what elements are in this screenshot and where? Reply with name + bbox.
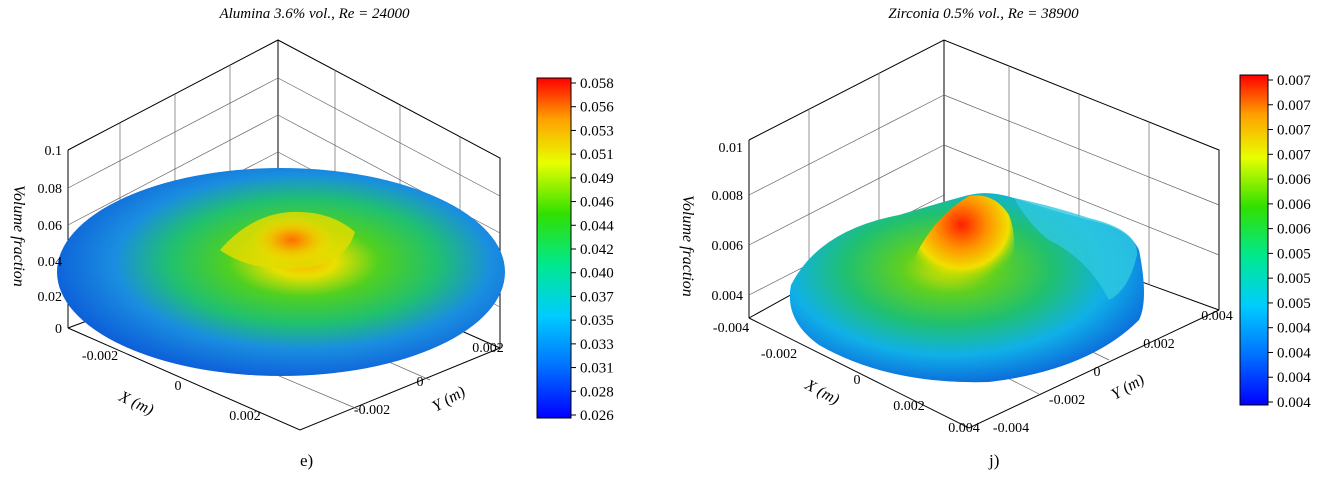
y-tick-label: -0.002	[1049, 393, 1085, 408]
colorbar-tick-label: 0.058	[580, 76, 614, 92]
colorbar-ticks: 0.058 0.056 0.053 0.051 0.049 0.046 0.044 0.042…	[571, 76, 614, 424]
colorbar-tick-label: 0.005	[1277, 271, 1311, 287]
z-tick-label: 0	[55, 322, 62, 337]
colorbar-tick-label: 0.004	[1277, 395, 1311, 411]
y-ticks: -0.002 0 0.002	[354, 341, 504, 418]
chart-panel-e: Alumina 3.6% vol., Re = 24000	[10, 6, 614, 470]
colorbar-tick-label: 0.031	[580, 361, 614, 377]
y-tick-label: 0	[1094, 365, 1101, 380]
y-tick-label: -0.002	[354, 403, 390, 418]
z-tick-label: 0.006	[712, 239, 744, 254]
colorbar-tick-label: 0.056	[580, 100, 614, 116]
x-tick-label: 0.002	[229, 409, 261, 424]
x-ticks: -0.004 -0.002 0 0.002 0.004	[713, 321, 980, 436]
colorbar	[1239, 74, 1269, 406]
y-tick-label: 0	[417, 375, 424, 390]
x-ticks: -0.002 0 0.002	[82, 349, 261, 424]
z-ticks: 0.004 0.006 0.008 0.01	[712, 141, 744, 304]
surface	[789, 193, 1144, 383]
colorbar-tick-label: 0.005	[1277, 246, 1311, 262]
colorbar-tick-label: 0.006	[1277, 172, 1311, 188]
y-tick-label: 0.002	[472, 341, 504, 356]
colorbar-tick-label: 0.040	[580, 266, 614, 282]
panel-label: e)	[300, 451, 314, 470]
z-ticks: 0 0.02 0.04 0.06 0.08 0.1	[38, 144, 63, 337]
colorbar-tick-label: 0.053	[580, 123, 614, 139]
z-axis-label: Volume fraction	[10, 185, 27, 287]
z-tick-label: 0.008	[712, 189, 744, 204]
z-tick-label: 0.1	[45, 144, 63, 159]
colorbar-tick-label: 0.026	[580, 408, 614, 424]
colorbar-tick-label: 0.004	[1277, 370, 1311, 386]
colorbar	[536, 77, 572, 419]
colorbar-tick-label: 0.006	[1277, 197, 1311, 213]
colorbar-tick-label: 0.051	[580, 147, 614, 163]
surface	[57, 168, 505, 376]
y-axis-label: Y (m)	[430, 383, 469, 415]
colorbar-tick-label: 0.004	[1277, 345, 1311, 361]
y-tick-label: -0.004	[993, 421, 1029, 436]
y-ticks: -0.004 -0.002 0 0.002 0.004	[993, 309, 1233, 436]
colorbar-tick-label: 0.037	[580, 289, 614, 305]
x-tick-label: -0.002	[82, 349, 118, 364]
x-axis-label: X (m)	[115, 388, 156, 419]
colorbar-tick-label: 0.004	[1277, 321, 1311, 337]
panel-label: j)	[989, 451, 1000, 470]
chart-plot-e: 0 0.02 0.04 0.06 0.08 0.1 Volume fractio…	[10, 39, 614, 431]
z-tick-label: 0.004	[712, 289, 744, 304]
z-tick-label: 0.04	[38, 255, 63, 270]
colorbar-tick-label: 0.007	[1277, 73, 1311, 89]
colorbar-tick-label: 0.007	[1277, 123, 1311, 139]
x-tick-label: 0.002	[893, 399, 925, 414]
x-axis-label: X (m)	[801, 376, 842, 408]
z-axis-label: Volume fraction	[679, 195, 696, 297]
z-tick-label: 0.01	[719, 141, 744, 156]
colorbar-ticks: 0.007 0.007 0.007 0.007 0.006 0.006 0.006 0.005…	[1268, 73, 1311, 411]
y-axis-label: Y (m)	[1109, 371, 1148, 403]
colorbar-tick-label: 0.033	[580, 337, 614, 353]
colorbar-tick-label: 0.046	[580, 195, 614, 211]
x-tick-label: -0.004	[713, 321, 749, 336]
colorbar-tick-label: 0.007	[1277, 147, 1311, 163]
z-tick-label: 0.02	[38, 290, 63, 305]
colorbar-tick-label: 0.049	[580, 171, 614, 187]
chart-panel-j: Zirconia 0.5% vol., Re = 38900	[669, 0, 1338, 478]
x-tick-label: -0.002	[761, 347, 797, 362]
colorbar-tick-label: 0.007	[1277, 98, 1311, 114]
x-tick-label: 0	[175, 379, 182, 394]
x-tick-label: 0.004	[948, 421, 980, 436]
z-tick-label: 0.08	[38, 182, 63, 197]
colorbar-tick-label: 0.005	[1277, 296, 1311, 312]
y-tick-label: 0.004	[1201, 309, 1233, 324]
chart-title: Alumina 3.6% vol., Re = 24000	[219, 6, 410, 22]
z-tick-label: 0.06	[38, 219, 63, 234]
colorbar-tick-label: 0.035	[580, 313, 614, 329]
colorbar-tick-label: 0.006	[1277, 222, 1311, 238]
chart-plot-j: 0.004 0.006 0.008 0.01 Volume fraction -…	[679, 39, 1311, 436]
x-tick-label: 0	[854, 373, 861, 388]
y-tick-label: 0.002	[1143, 337, 1175, 352]
colorbar-tick-label: 0.044	[580, 218, 614, 234]
colorbar-tick-label: 0.028	[580, 384, 614, 400]
chart-title: Zirconia 0.5% vol., Re = 38900	[888, 6, 1079, 22]
colorbar-tick-label: 0.042	[580, 242, 614, 258]
